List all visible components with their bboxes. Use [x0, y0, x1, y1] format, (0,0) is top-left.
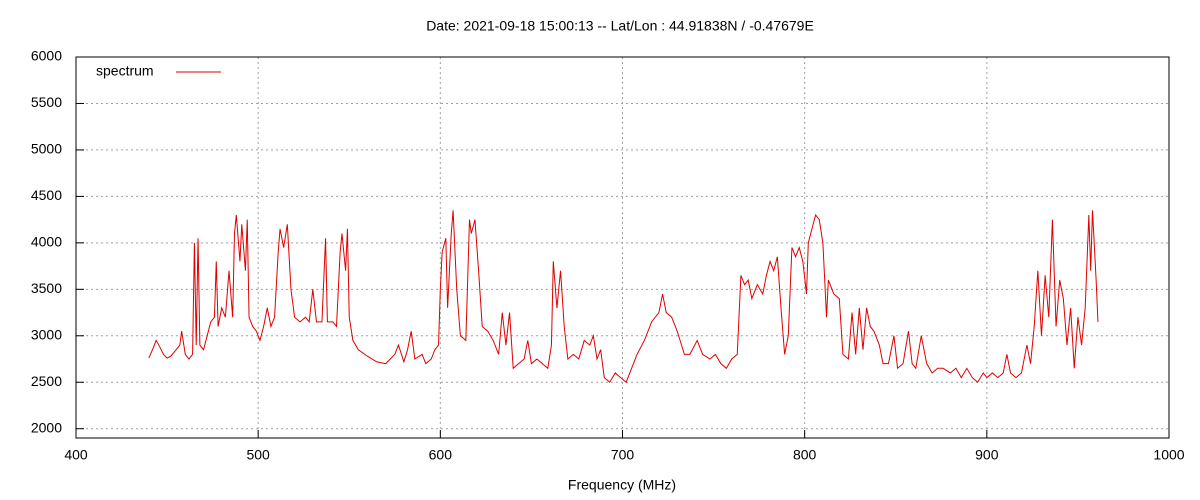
y-tick-label: 6000 — [31, 48, 62, 64]
y-tick-label: 3500 — [31, 280, 62, 296]
x-tick-label: 1000 — [1153, 447, 1184, 463]
y-tick-label: 2000 — [31, 419, 62, 435]
x-tick-label: 900 — [975, 447, 999, 463]
x-tick-label: 700 — [611, 447, 635, 463]
chart-title: Date: 2021-09-18 15:00:13 -- Lat/Lon : 4… — [426, 18, 814, 34]
x-axis-label: Frequency (MHz) — [568, 477, 676, 493]
series-line — [148, 210, 1099, 384]
x-tick-label: 600 — [429, 447, 453, 463]
y-tick-label: 3000 — [31, 326, 62, 342]
y-tick-label: 5500 — [31, 94, 62, 110]
y-tick-label: 4500 — [31, 187, 62, 203]
legend-label: spectrum — [96, 63, 154, 79]
x-tick-label: 500 — [246, 447, 270, 463]
y-tick-label: 4000 — [31, 234, 62, 250]
x-tick-label: 400 — [64, 447, 88, 463]
plot-frame — [75, 56, 1170, 439]
x-tick-label: 800 — [793, 447, 817, 463]
y-tick-label: 5000 — [31, 141, 62, 157]
y-tick-label: 2500 — [31, 373, 62, 389]
